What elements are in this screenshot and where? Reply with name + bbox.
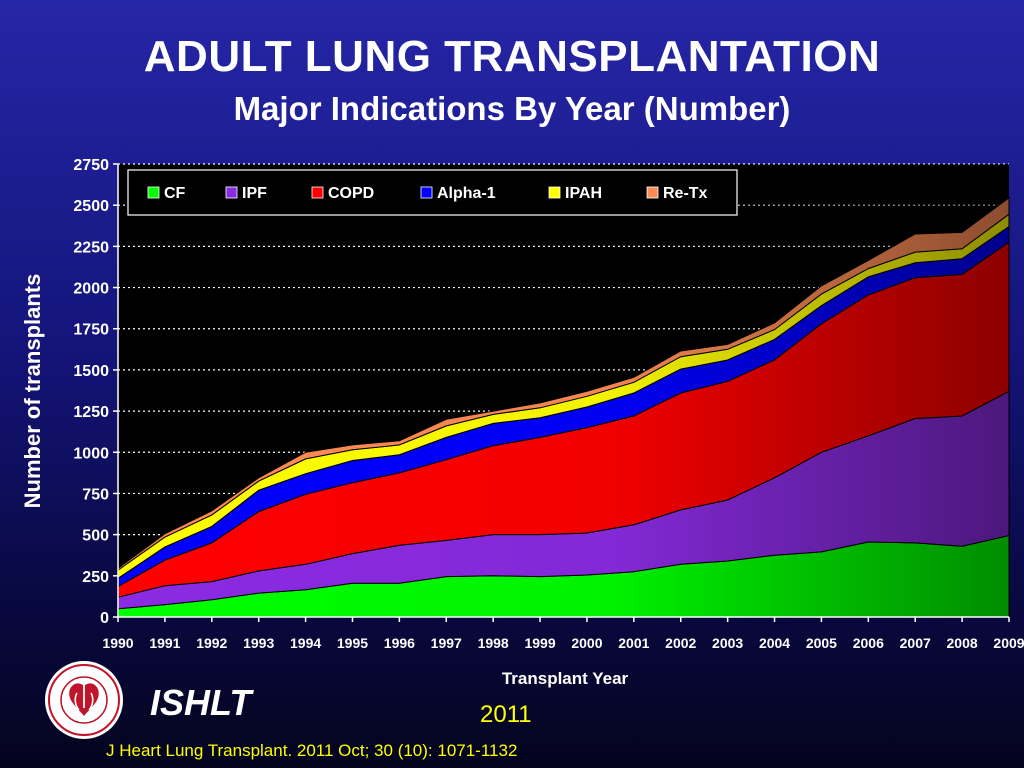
ishlt-logo-icon <box>45 661 123 739</box>
legend-label: IPAH <box>565 185 602 202</box>
y-tick-label: 500 <box>82 528 109 545</box>
x-tick-label: 2007 <box>900 635 931 651</box>
legend-label: IPF <box>242 185 267 202</box>
legend-swatch <box>548 186 561 199</box>
x-tick-label: 1993 <box>243 635 274 651</box>
y-tick-label: 2500 <box>73 198 109 215</box>
y-axis-label: Number of transplants <box>20 274 45 509</box>
legend-label: CF <box>164 185 186 202</box>
x-tick-label: 1992 <box>196 635 227 651</box>
x-tick-label: 1997 <box>431 635 462 651</box>
x-tick-label: 2000 <box>571 635 602 651</box>
legend-swatch <box>225 186 238 199</box>
y-tick-labels: 0 250 500 750 1000 1250 1500 1750 2000 2250 2500 27… <box>73 157 109 627</box>
ishlt-brand: ISHLT <box>150 682 252 723</box>
chart-title: ADULT LUNG TRANSPLANTATION <box>143 32 881 81</box>
legend-label: COPD <box>328 185 374 202</box>
y-tick-label: 1500 <box>73 363 109 380</box>
legend-label: Re-Tx <box>663 185 708 202</box>
x-tick-label: 1995 <box>337 635 368 651</box>
y-tick-label: 1250 <box>73 404 109 421</box>
y-tick-label: 1000 <box>73 445 109 462</box>
x-tick-label: 2009 <box>993 635 1024 651</box>
axes <box>113 163 1010 622</box>
x-tick-labels: 1990 1991 1992 1993 1994 1995 1996 1997 1998 1999… <box>102 635 1024 651</box>
y-tick-label: 0 <box>100 610 109 627</box>
x-tick-label: 2006 <box>853 635 884 651</box>
y-tick-label: 2250 <box>73 239 109 256</box>
x-tick-label: 2008 <box>947 635 978 651</box>
x-tick-label: 2004 <box>759 635 790 651</box>
report-year: 2011 <box>480 701 532 728</box>
x-tick-label: 1990 <box>102 635 133 651</box>
x-tick-label: 1991 <box>149 635 180 651</box>
x-tick-label: 2003 <box>712 635 743 651</box>
x-tick-label: 2002 <box>665 635 696 651</box>
y-tick-label: 250 <box>82 569 109 586</box>
legend: CF IPF COPD Alpha-1 IPAH Re-Tx <box>127 169 738 216</box>
legend-swatch <box>420 186 433 199</box>
legend-swatch <box>311 186 324 199</box>
x-tick-label: 2005 <box>806 635 837 651</box>
x-tick-label: 1994 <box>290 635 321 651</box>
y-tick-label: 2750 <box>73 157 109 174</box>
y-tick-label: 2000 <box>73 281 109 298</box>
legend-swatch <box>646 186 659 199</box>
y-tick-label: 750 <box>82 486 109 503</box>
legend-swatch <box>147 186 160 199</box>
legend-label: Alpha-1 <box>437 185 496 202</box>
x-tick-label: 1999 <box>524 635 555 651</box>
legend-box <box>127 169 738 216</box>
x-tick-label: 1998 <box>478 635 509 651</box>
x-axis-label: Transplant Year <box>502 669 629 688</box>
chart-subtitle: Major Indications By Year (Number) <box>233 90 791 127</box>
y-tick-label: 1750 <box>73 322 109 339</box>
citation: J Heart Lung Transplant. 2011 Oct; 30 (1… <box>106 741 518 760</box>
x-tick-label: 2001 <box>618 635 649 651</box>
x-tick-label: 1996 <box>384 635 415 651</box>
